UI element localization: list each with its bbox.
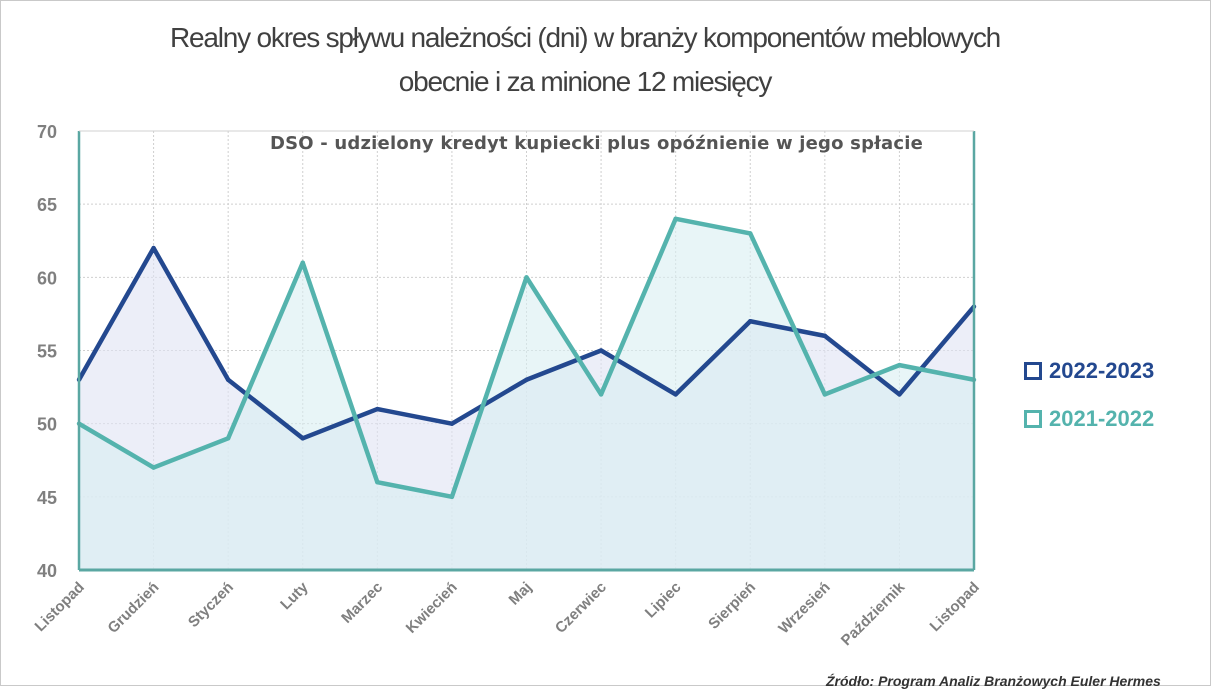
x-tick-label: Wrzesień <box>775 579 833 637</box>
data-point-2022-2023 <box>822 333 828 339</box>
y-tick-label: 40 <box>37 561 57 581</box>
legend-swatch-2021-2022 <box>1024 410 1042 428</box>
data-point-2021-2022 <box>822 392 828 397</box>
legend-label-2022-2023: 2022-2023 <box>1049 358 1155 383</box>
data-point-2021-2022 <box>300 260 305 265</box>
x-tick-label: Lipiec <box>642 579 685 622</box>
x-tick-label: Maj <box>506 579 536 609</box>
data-point-2021-2022 <box>225 436 231 441</box>
x-tick-label: Październik <box>838 578 909 649</box>
data-point-2022-2023 <box>300 436 305 441</box>
legend-item-2021-2022: 2021-2022 <box>1024 406 1154 432</box>
chart-title-line1: Realny okres spływu należności (dni) w b… <box>169 22 1001 53</box>
x-tick-label: Grudzień <box>104 579 162 637</box>
chart-title-line2: obecnie i za minione 12 miesięcy <box>398 66 773 97</box>
data-point-2021-2022 <box>524 275 529 280</box>
x-tick-label: Listopad <box>927 579 983 635</box>
data-point-2021-2022 <box>673 216 678 221</box>
y-tick-label: 70 <box>37 122 57 142</box>
data-point-2021-2022 <box>598 392 604 397</box>
data-point-2022-2023 <box>375 406 380 412</box>
x-tick-label: Czerwiec <box>552 579 610 637</box>
data-point-2022-2023 <box>225 377 231 382</box>
chart-subtitle: DSO - udzielony kredyt kupiecki plus opó… <box>270 133 924 154</box>
data-point-2021-2022 <box>897 362 902 368</box>
data-point-2021-2022 <box>449 494 455 500</box>
legend-item-2022-2023: 2022-2023 <box>1024 358 1154 384</box>
x-tick-label: Listopad <box>32 579 88 635</box>
legend-swatch-2022-2023 <box>1024 362 1042 380</box>
y-tick-label: 55 <box>37 342 57 362</box>
x-tick-label: Marzec <box>338 579 386 627</box>
data-point-2022-2023 <box>598 348 604 353</box>
y-tick-label: 50 <box>37 415 57 435</box>
data-point-2022-2023 <box>151 245 156 251</box>
data-point-2022-2023 <box>673 392 678 397</box>
x-tick-label: Kwiecień <box>403 579 461 637</box>
y-tick-label: 60 <box>37 268 57 288</box>
area-2021-2022 <box>79 218 974 571</box>
y-tick-label: 45 <box>37 488 57 508</box>
data-point-2022-2023 <box>748 319 753 324</box>
data-point-2022-2023 <box>449 421 455 426</box>
legend-label-2021-2022: 2021-2022 <box>1049 406 1155 431</box>
data-point-2021-2022 <box>151 465 156 470</box>
data-point-2021-2022 <box>748 231 753 236</box>
data-point-2022-2023 <box>897 392 902 397</box>
x-tick-label: Styczeń <box>185 579 237 631</box>
x-tick-label: Luty <box>277 578 312 613</box>
y-tick-label: 65 <box>37 195 57 215</box>
data-point-2021-2022 <box>375 480 380 485</box>
x-tick-label: Sierpień <box>705 579 759 633</box>
source-note: Źródło: Program Analiz Branżowych Euler … <box>826 673 1161 689</box>
data-point-2022-2023 <box>524 377 529 382</box>
